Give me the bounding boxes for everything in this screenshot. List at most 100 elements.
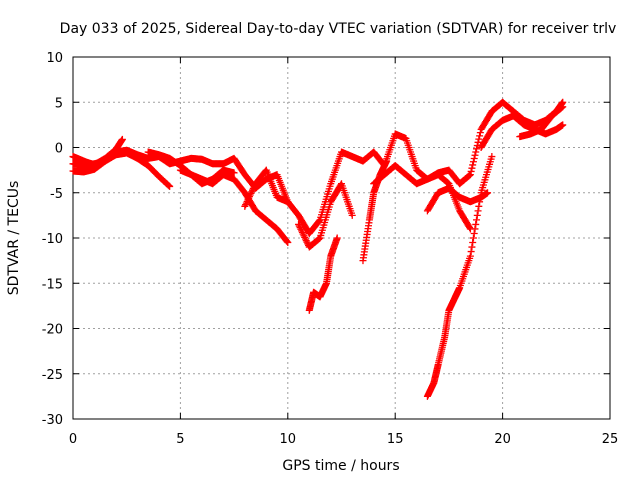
data-series (423, 153, 496, 400)
data-point (466, 171, 474, 179)
data-series (516, 103, 567, 141)
data-point (473, 145, 481, 153)
data-point (250, 183, 258, 191)
data-point (245, 193, 253, 201)
data-point (249, 185, 257, 193)
y-tick-label: 10 (46, 51, 63, 66)
data-point (466, 252, 474, 260)
data-point (165, 182, 173, 190)
data-series (69, 146, 292, 206)
data-point (472, 220, 480, 228)
data-point (303, 238, 311, 246)
data-point (298, 227, 306, 235)
data-point (315, 217, 323, 225)
x-axis-title: GPS time / hours (282, 458, 399, 474)
data-series (241, 98, 567, 237)
data-series (295, 180, 356, 251)
data-point (301, 233, 309, 241)
data-point (473, 211, 481, 219)
y-axis-title: SDTVAR / TECUs (6, 181, 22, 296)
data-point (466, 224, 474, 232)
data-points (69, 98, 567, 400)
data-series (69, 135, 126, 169)
data-series (477, 112, 567, 151)
chart-title: Day 033 of 2025, Sidereal Day-to-day VTE… (60, 21, 617, 37)
data-point (242, 199, 250, 207)
y-tick-label: -20 (42, 323, 63, 338)
data-series (305, 234, 341, 314)
data-point (246, 191, 254, 199)
y-tick-label: 5 (55, 96, 63, 111)
data-point (559, 103, 567, 111)
x-tick-label: 10 (280, 432, 297, 447)
data-point (468, 164, 476, 172)
data-point (472, 148, 480, 156)
data-series (144, 148, 238, 188)
data-point (476, 193, 484, 201)
data-point (230, 169, 238, 177)
x-tick-label: 20 (494, 432, 511, 447)
data-point (559, 121, 567, 129)
data-point (283, 238, 291, 246)
data-point (302, 237, 310, 245)
data-point (469, 239, 477, 247)
data-point (241, 202, 249, 210)
data-point (299, 230, 307, 238)
data-point (473, 216, 481, 224)
y-tick-label: -15 (42, 277, 63, 292)
data-point (298, 229, 306, 237)
y-tick-label: -25 (42, 368, 63, 383)
data-point (474, 138, 482, 146)
data-series (423, 184, 492, 215)
x-tick-label: 0 (69, 432, 77, 447)
y-tick-label: -30 (42, 413, 63, 428)
data-point (247, 189, 255, 197)
data-point (333, 234, 341, 242)
data-point (469, 234, 477, 242)
y-tick-label: -5 (50, 187, 63, 202)
data-point (469, 161, 477, 169)
data-point (470, 154, 478, 162)
grid-lines (73, 57, 610, 419)
data-point (295, 220, 303, 228)
data-point (476, 129, 484, 137)
data-point (300, 232, 308, 240)
data-point (244, 196, 252, 204)
data-point (474, 207, 482, 215)
data-point (469, 158, 477, 166)
data-point (245, 194, 253, 202)
data-point (475, 135, 483, 143)
data-point (295, 222, 303, 230)
y-tick-label: -10 (42, 232, 63, 247)
data-point (301, 235, 309, 243)
axis-ticks: 0 5 10 15 20 25 -30 -25 -20 -15 -10 -5 0 5 10 (42, 51, 619, 447)
data-point (467, 248, 475, 256)
x-tick-label: 5 (176, 432, 184, 447)
data-point (475, 202, 483, 210)
data-point (471, 151, 479, 159)
x-tick-label: 15 (387, 432, 404, 447)
data-point (488, 153, 496, 161)
data-point (470, 229, 478, 237)
data-point (284, 239, 292, 247)
data-point (296, 224, 304, 232)
data-point (348, 211, 356, 219)
data-point (297, 225, 305, 233)
data-point (243, 197, 251, 205)
data-point (164, 181, 172, 189)
data-point (249, 186, 257, 194)
data-point (166, 182, 174, 190)
data-point (248, 188, 256, 196)
data-point (383, 157, 391, 165)
x-tick-label: 25 (602, 432, 619, 447)
data-point (476, 198, 484, 206)
y-tick-label: 0 (55, 142, 63, 157)
data-point (467, 167, 475, 175)
data-point (471, 225, 479, 233)
data-point (484, 189, 492, 197)
data-point (476, 132, 484, 140)
data-point (118, 135, 126, 143)
data-point (468, 243, 476, 251)
data-point (242, 201, 250, 209)
